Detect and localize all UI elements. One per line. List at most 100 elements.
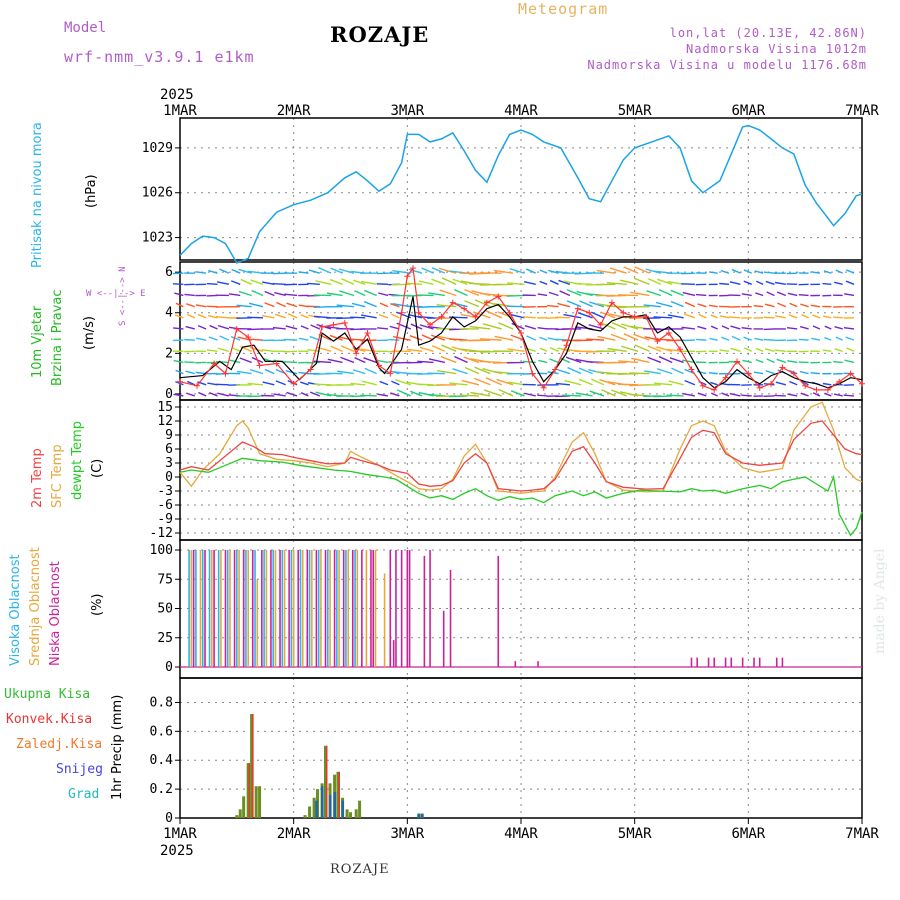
wind-arrow <box>239 357 252 364</box>
wind-gust-marker <box>654 338 661 345</box>
wind-arrow <box>272 283 286 286</box>
wind-arrow <box>753 371 764 375</box>
wind-arrow <box>284 338 298 341</box>
wind-arrow <box>575 392 593 397</box>
wind-arrow <box>428 292 445 297</box>
wind-arrow <box>172 283 184 286</box>
wind-arrow <box>787 393 798 397</box>
wind-arrow <box>658 355 673 364</box>
wind-arrow <box>824 325 832 330</box>
y-tick-label: 9 <box>165 428 173 443</box>
wind-arrow <box>461 379 480 386</box>
wind-arrow <box>628 372 650 375</box>
wind-arrow <box>557 302 571 308</box>
wind-arrow <box>428 358 445 364</box>
wind-arrow <box>835 336 843 341</box>
wind-arrow <box>184 338 195 341</box>
wind-arrow <box>391 380 400 386</box>
precip-total-bar <box>349 812 352 818</box>
y-tick-label: 100 <box>150 543 173 558</box>
wind-arrow <box>844 293 855 297</box>
wind-arrow <box>451 346 468 352</box>
temp-dewpt-line <box>179 457 863 537</box>
wind-arrow <box>539 347 548 352</box>
wind-arrow <box>286 302 298 308</box>
wind-arrow <box>559 290 571 297</box>
wind-arrow <box>566 300 582 308</box>
legend-hail: Grad <box>68 787 100 802</box>
wind-arrow <box>798 293 809 297</box>
wind-arrow <box>392 269 411 274</box>
wind-arrow <box>272 272 286 275</box>
wind-arrow <box>810 271 821 274</box>
x-tick-label-top: 4MAR <box>504 103 538 119</box>
wind-arrow <box>526 268 537 274</box>
wind-arrow <box>728 316 741 319</box>
wind-gust-marker <box>319 323 326 330</box>
wind-arrow <box>186 380 196 386</box>
wind-arrow <box>482 323 502 330</box>
product-title: Meteogram <box>518 0 609 18</box>
wind-arrow <box>219 268 230 274</box>
wind-arrow <box>741 394 752 397</box>
wind-gust-marker <box>552 366 559 373</box>
wind-arrow <box>548 269 559 274</box>
wind-arrow <box>498 388 514 397</box>
y-tick-label: 1026 <box>142 186 173 201</box>
wind-arrow <box>406 348 423 352</box>
legend-snow: Snijeg <box>56 762 103 777</box>
wind-arrow <box>708 372 718 375</box>
precip-total-bar <box>358 800 362 818</box>
wind-arrow <box>485 377 502 386</box>
wind-arrow <box>539 269 548 274</box>
wind-arrow <box>390 392 400 397</box>
y-tick-label: -6 <box>157 498 173 513</box>
precip-total-bar <box>345 809 349 818</box>
wind-arrow <box>507 282 525 286</box>
wind-arrow <box>600 311 616 319</box>
wind-arrow <box>800 392 809 397</box>
wind-arrow <box>696 370 707 375</box>
wind-arrow <box>361 314 377 319</box>
wind-arrow <box>217 347 230 352</box>
wind-arrow <box>666 394 684 397</box>
wind-arrow <box>285 325 298 330</box>
precip-snow-bar <box>421 813 424 818</box>
x-tick-label-top: 6MAR <box>731 103 765 119</box>
wind-arrow <box>419 346 434 352</box>
wind-arrow <box>195 304 207 308</box>
wind-arrow <box>454 355 468 364</box>
wind-arrow <box>730 325 741 330</box>
wind-arrow <box>697 392 707 397</box>
wind-arrow <box>261 315 275 319</box>
wind-arrow <box>656 368 673 375</box>
wind-arrow <box>308 269 321 274</box>
wind-gust-marker <box>643 313 650 320</box>
legend-freezing-rain: Zaledj.Kisa <box>16 737 103 752</box>
wind-arrow <box>354 357 366 364</box>
wind-arrow <box>421 334 434 341</box>
wind-arrow <box>410 390 423 397</box>
wind-arrow <box>337 370 355 375</box>
wind-arrow <box>589 301 605 308</box>
precip-total-bar <box>242 796 246 818</box>
wind-arrow <box>844 359 855 364</box>
wind-arrow <box>754 337 764 341</box>
wind-arrow <box>174 292 184 297</box>
y-tick-label: 15 <box>157 400 173 415</box>
wind-arrow <box>510 334 525 341</box>
x-tick-label-bottom: 3MAR <box>390 826 424 842</box>
y-tick-label: 4 <box>165 306 173 321</box>
wind-arrow <box>175 302 184 308</box>
wind-arrow <box>309 391 321 397</box>
wind-arrow <box>539 280 548 285</box>
precip-conv-bar <box>248 763 251 818</box>
wind-arrow <box>431 278 446 285</box>
wind-arrow <box>389 325 400 330</box>
wind-arrow <box>216 281 230 286</box>
wind-arrow <box>493 269 514 274</box>
wind-arrow <box>633 333 650 341</box>
wind-arrow <box>711 392 718 397</box>
x-tick-label-bottom: 2MAR <box>277 826 311 842</box>
